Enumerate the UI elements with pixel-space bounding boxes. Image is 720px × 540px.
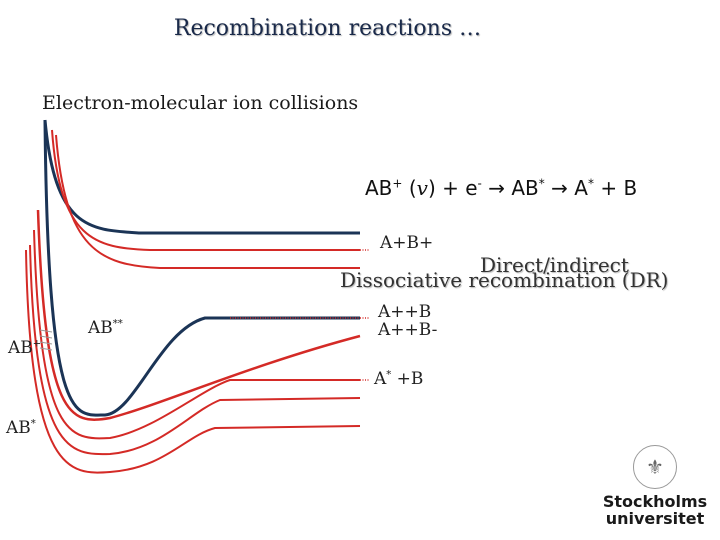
label-a-b-plus: A+B+ bbox=[380, 233, 434, 253]
university-logo: ⚜ Stockholms universitet bbox=[600, 445, 710, 527]
doubly-excited-curve bbox=[36, 209, 361, 421]
hatch-line-4 bbox=[39, 347, 53, 351]
label-a-star-b: A* +B bbox=[374, 369, 424, 389]
logo-name-line2: universitet bbox=[605, 509, 705, 528]
neutral-curve-mid-2 bbox=[29, 244, 361, 456]
label-ab-double-star: AB** bbox=[88, 318, 123, 338]
hatch-line-2 bbox=[39, 335, 53, 339]
neutral-curve-upper-1 bbox=[51, 129, 360, 251]
slide-subtitle: Electron-molecular ion collisions bbox=[42, 92, 359, 114]
ion-curve-upper bbox=[43, 119, 360, 235]
ion-curve-ground bbox=[43, 119, 360, 417]
slide-title: Recombination reactions … bbox=[173, 16, 482, 41]
neutral-curve-low bbox=[25, 249, 361, 474]
reaction-equation: AB+ (v) + e- → AB* → A* + B bbox=[365, 176, 638, 200]
hatch-line-3 bbox=[39, 341, 53, 345]
neutral-curve-mid-1 bbox=[33, 229, 360, 440]
label-dr-line1: Direct/indirect bbox=[480, 253, 629, 277]
logo-name-line1: Stockholms bbox=[602, 492, 708, 511]
label-a-plus-b: A++B bbox=[378, 302, 432, 322]
hatch-line-1 bbox=[39, 329, 53, 333]
label-a-plus-b-minus: A++B- bbox=[378, 320, 438, 340]
label-dr-line2: Dissociative recombination (DR) bbox=[340, 268, 669, 292]
label-ab-plus: AB+ bbox=[8, 338, 42, 358]
neutral-curve-upper-2 bbox=[55, 134, 360, 269]
label-ab-star: AB* bbox=[6, 418, 36, 438]
university-seal-icon: ⚜ bbox=[633, 445, 677, 489]
